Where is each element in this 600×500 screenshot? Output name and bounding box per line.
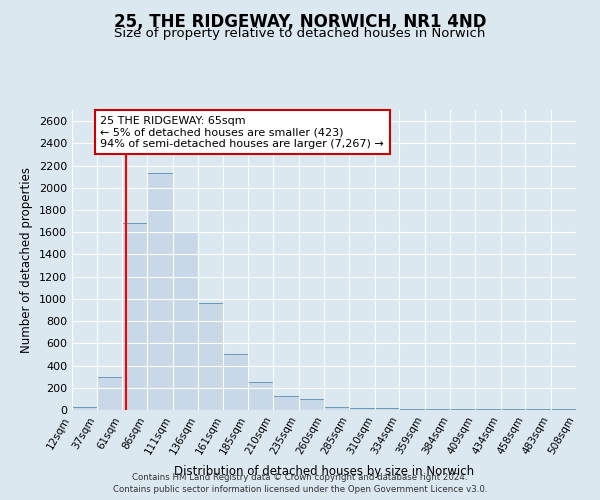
- Text: Contains public sector information licensed under the Open Government Licence v3: Contains public sector information licen…: [113, 484, 487, 494]
- Text: Size of property relative to detached houses in Norwich: Size of property relative to detached ho…: [115, 28, 485, 40]
- Bar: [147, 174, 173, 410]
- Bar: [375, 408, 399, 410]
- Bar: [399, 409, 425, 410]
- Y-axis label: Number of detached properties: Number of detached properties: [20, 167, 34, 353]
- Bar: [299, 399, 324, 410]
- Bar: [223, 354, 248, 410]
- Bar: [122, 224, 147, 410]
- Bar: [198, 304, 223, 410]
- X-axis label: Distribution of detached houses by size in Norwich: Distribution of detached houses by size …: [174, 464, 474, 477]
- Bar: [324, 406, 349, 410]
- Bar: [97, 376, 122, 410]
- Bar: [173, 232, 198, 410]
- Text: 25, THE RIDGEWAY, NORWICH, NR1 4ND: 25, THE RIDGEWAY, NORWICH, NR1 4ND: [114, 12, 486, 30]
- Text: Contains HM Land Registry data © Crown copyright and database right 2024.: Contains HM Land Registry data © Crown c…: [132, 473, 468, 482]
- Bar: [72, 406, 97, 410]
- Bar: [273, 396, 299, 410]
- Text: 25 THE RIDGEWAY: 65sqm
← 5% of detached houses are smaller (423)
94% of semi-det: 25 THE RIDGEWAY: 65sqm ← 5% of detached …: [100, 116, 384, 149]
- Bar: [349, 408, 375, 410]
- Bar: [248, 382, 273, 410]
